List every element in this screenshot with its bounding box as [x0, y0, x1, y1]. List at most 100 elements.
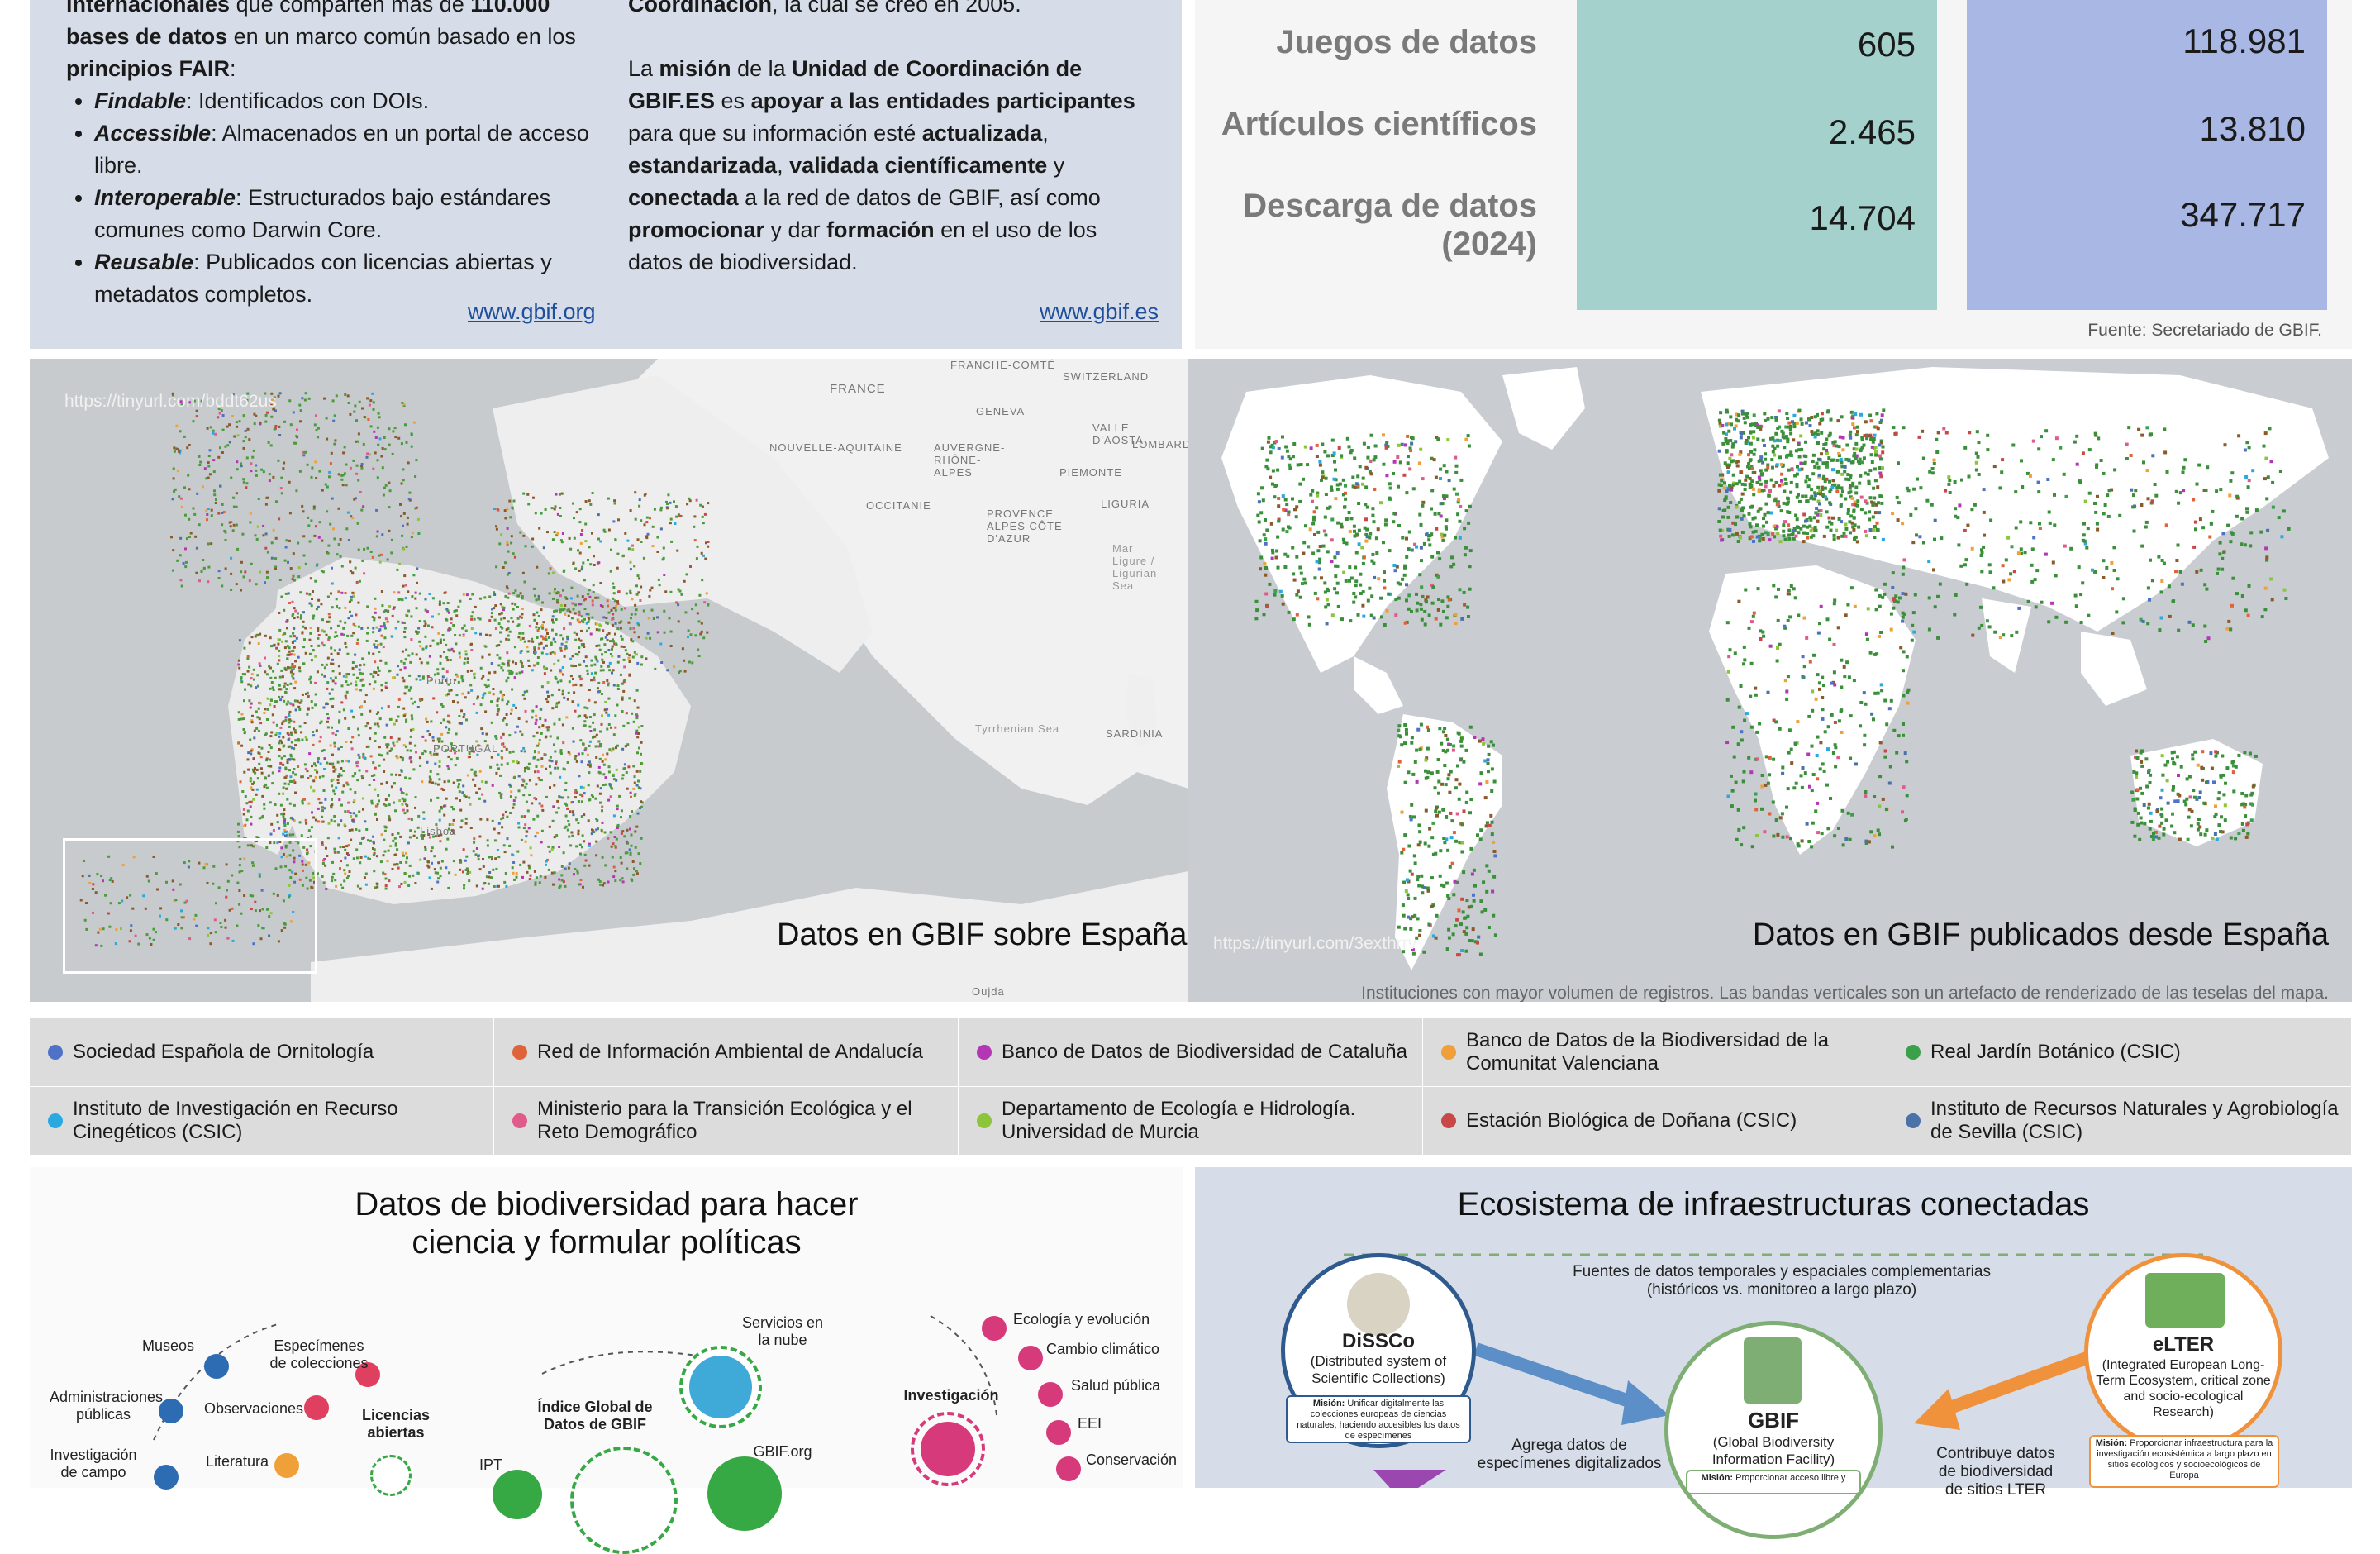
bio-label-salud: Salud pública	[1071, 1377, 1161, 1394]
legend-label: Banco de Datos de Biodiversidad de Catal…	[1002, 1041, 1407, 1063]
world-map-caption: Datos en GBIF publicados desde España	[1752, 918, 2329, 952]
bio-label-indice: Índice Global de Datos de GBIF	[537, 1399, 653, 1432]
place-label: AUVERGNE-RHÔNE-ALPES	[934, 441, 1006, 479]
bio-label-investigacion-campo: Investigación de campo	[50, 1447, 137, 1480]
fossil-icon	[1347, 1273, 1410, 1336]
canary-islands-inset	[63, 838, 317, 974]
legend-color-dot	[512, 1113, 527, 1128]
eco-title: Ecosistema de infraestructuras conectada…	[1457, 1186, 2090, 1223]
stat-global-articles: 13.810	[2199, 109, 2306, 148]
place-label: SWITZERLAND	[1063, 370, 1150, 383]
legend-label: Ministerio para la Transición Ecológica …	[537, 1098, 912, 1143]
info-panel: internacionales que comparten más de 110…	[30, 0, 1182, 349]
legend-item: Estación Biológica de Doñana (CSIC)	[1423, 1087, 1887, 1156]
literature-icon	[274, 1453, 299, 1478]
place-label: VALLE D'AOSTA	[1092, 422, 1144, 446]
mission-column: Coordinación, la cual se creó en 2005. L…	[628, 0, 1135, 274]
spain-map-url[interactable]: https://tinyurl.com/bddt62us	[64, 392, 277, 411]
gbif-es-link[interactable]: www.gbif.es	[1040, 299, 1159, 324]
stat-label-downloads: Descarga de datos (2024)	[1243, 188, 1537, 262]
eco-contribuye-line1: Contribuye datos	[1936, 1445, 2055, 1462]
database-icon	[1744, 1337, 1802, 1404]
legend-item: Banco de Datos de la Biodiversidad de la…	[1423, 1018, 1887, 1087]
bio-label-observaciones: Observaciones	[203, 1400, 304, 1417]
eco-agrega-line2: especímenes digitalizados	[1477, 1455, 1662, 1472]
specimen-icon	[355, 1362, 380, 1387]
stats-source: Fuente: Secretariado de GBIF.	[2087, 321, 2322, 340]
spain-map-graphic	[228, 359, 1188, 1002]
biodiversity-data-panel: Datos de biodiversidad para hacer cienci…	[30, 1167, 1183, 1554]
legend-item: Departamento de Ecología e Hidrología. U…	[959, 1087, 1423, 1156]
fair-item: Accessible: Almacenados en un portal de …	[94, 117, 628, 182]
gbif-org-icon	[707, 1456, 782, 1531]
invasive-species-icon	[1046, 1420, 1071, 1445]
info-text: 110.000	[470, 0, 550, 17]
legend-color-dot	[512, 1045, 527, 1060]
museum-icon	[204, 1354, 229, 1379]
world-map-url[interactable]: https://tinyurl.com/3exthrrv	[1213, 934, 1417, 953]
place-label: PIEMONTE	[1059, 466, 1122, 479]
legend-label: Departamento de Ecología e Hidrología. U…	[1002, 1098, 1356, 1143]
legend-color-dot	[977, 1045, 992, 1060]
ecology-icon	[982, 1316, 1007, 1341]
bio-label-museos: Museos	[142, 1337, 195, 1354]
elter-full-name: (Integrated European Long-Term Ecosystem…	[2096, 1358, 2271, 1419]
global-stats-column	[1967, 0, 2327, 310]
legend-label: Estación Biológica de Doñana (CSIC)	[1466, 1109, 1797, 1132]
stat-label-articles: Artículos científicos	[1221, 106, 1537, 142]
landscape-icon	[2145, 1273, 2225, 1328]
place-label: Mar Ligure / Ligurian Sea	[1112, 542, 1158, 592]
legend-item: Banco de Datos de Biodiversidad de Catal…	[959, 1018, 1423, 1087]
bio-title-line1: Datos de biodiversidad para hacer	[355, 1186, 859, 1223]
spain-map[interactable]: https://tinyurl.com/bddt62us Datos en GB…	[30, 359, 1188, 1002]
spain-map-caption: Datos en GBIF sobre España	[777, 918, 1188, 952]
legend-item: Sociedad Española de Ornitología	[30, 1018, 494, 1087]
place-label: GENEVA	[976, 405, 1026, 417]
stat-spain-datasets: 605	[1857, 25, 1916, 64]
info-text: :	[230, 56, 236, 81]
place-label: LIGURIA	[1101, 498, 1150, 510]
legend-item: Ministerio para la Transición Ecológica …	[494, 1087, 959, 1156]
info-text: en un marco común basado en los	[227, 24, 576, 49]
stat-spain-downloads: 14.704	[1809, 198, 1916, 237]
place-label: PROVENCE ALPES CÔTE D'AZUR	[987, 508, 1063, 545]
bio-label-ecologia: Ecología y evolución	[1013, 1311, 1150, 1328]
fair-item: Interoperable: Estructurados bajo estánd…	[94, 182, 628, 246]
bio-label-cambio: Cambio climático	[1046, 1341, 1160, 1357]
info-text: principios FAIR	[66, 56, 231, 81]
fair-item: Findable: Identificados con DOIs.	[94, 85, 628, 117]
place-label: FRANCHE-COMTÉ	[950, 359, 1056, 371]
legend-color-dot	[1906, 1113, 1921, 1128]
place-label: Tyrrhenian Sea	[975, 722, 1060, 735]
institution-legend: Sociedad Española de Ornitología Red de I…	[30, 1018, 2352, 1156]
legend-item: Instituto de Recursos Naturales y Agrobi…	[1887, 1087, 2352, 1156]
bio-label-servicios: Servicios en la nube	[741, 1314, 824, 1348]
place-label: SARDINIA	[1106, 727, 1164, 740]
eco-fuentes-line2: (históricos vs. monitoreo a largo plazo)	[1646, 1281, 1917, 1299]
legend-item: Instituto de Investigación en Recurso Ci…	[30, 1087, 494, 1156]
legend-label: Instituto de Investigación en Recurso Ci…	[73, 1098, 398, 1143]
ipt-icon	[493, 1470, 542, 1519]
stat-spain-articles: 2.465	[1828, 112, 1916, 151]
world-map[interactable]: https://tinyurl.com/3exthrrv Datos en GB…	[1188, 359, 2352, 1002]
bio-title-line2: ciencia y formular políticas	[412, 1224, 802, 1261]
fair-column: internacionales que comparten más de 110…	[66, 0, 628, 311]
conservation-icon	[1056, 1456, 1081, 1481]
legend-color-dot	[48, 1045, 63, 1060]
place-label: LOMBARDY	[1132, 438, 1188, 450]
bio-label-conservacion: Conservación	[1086, 1452, 1178, 1468]
eco-diagram	[1344, 1253, 2203, 1488]
gbif-full-name: (Global Biodiversity Information Facilit…	[1711, 1434, 1835, 1467]
stat-global-datasets: 118.981	[2182, 21, 2306, 60]
place-label: FRANCE	[830, 382, 886, 396]
info-text: bases de datos	[66, 24, 228, 49]
legend-item: Real Jardín Botánico (CSIC)	[1887, 1018, 2352, 1087]
place-label: Lisboa	[420, 825, 457, 837]
place-label: NOUVELLE-AQUITAINE	[769, 441, 902, 454]
place-label: PORTUGAL	[433, 742, 499, 755]
bio-flow-diagram	[153, 1315, 997, 1441]
eco-contribuye-line2: de biodiversidad	[1938, 1463, 2054, 1480]
legend-label: Banco de Datos de la Biodiversidad de la…	[1466, 1029, 1829, 1075]
gbif-org-link[interactable]: www.gbif.org	[468, 299, 596, 324]
legend-label: Real Jardín Botánico (CSIC)	[1930, 1041, 2181, 1063]
